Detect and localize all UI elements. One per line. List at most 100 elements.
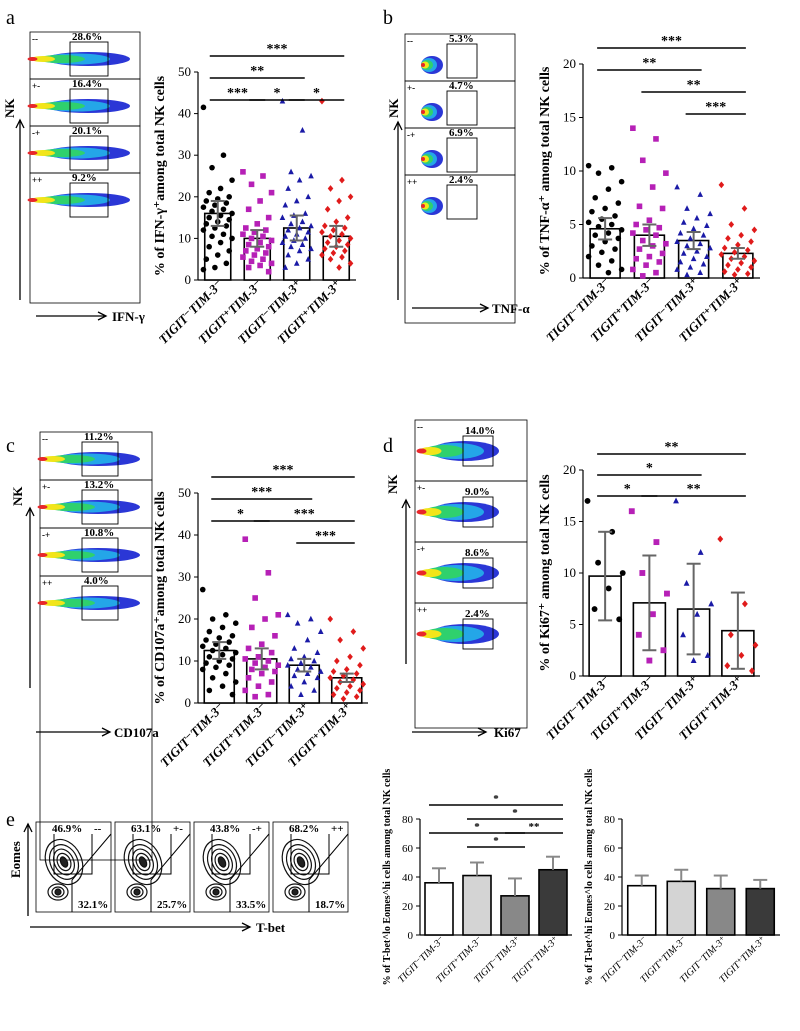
- data-point: [324, 239, 331, 246]
- data-point: [251, 229, 258, 235]
- data-point: [252, 660, 258, 666]
- data-point: [618, 178, 625, 185]
- data-point: [350, 628, 357, 635]
- data-point: [249, 624, 255, 631]
- contour-line: [285, 844, 317, 880]
- contour-line: [138, 856, 148, 868]
- data-point: [268, 649, 275, 656]
- significance-marker: **: [642, 56, 656, 71]
- data-point: [242, 536, 249, 542]
- data-point: [680, 631, 686, 638]
- data-point: [744, 270, 751, 278]
- data-point: [232, 620, 239, 626]
- bar: [745, 887, 776, 936]
- data-point: [229, 210, 235, 217]
- data-point: [243, 225, 249, 231]
- flow-gate: [81, 585, 119, 621]
- significance-marker: *: [512, 807, 518, 819]
- y-tick-label: 30: [178, 569, 191, 584]
- gate-lower: [229, 833, 270, 912]
- y-tick-label: 40: [604, 872, 616, 884]
- significance-marker: ***: [251, 485, 272, 500]
- data-point: [336, 264, 342, 271]
- flow-gate-percentage: 20.1%: [72, 125, 102, 137]
- flow-gate: [462, 496, 494, 528]
- data-point: [226, 248, 232, 254]
- data-point: [357, 661, 363, 669]
- data-point: [656, 224, 663, 231]
- data-point: [258, 670, 265, 677]
- flow-y-arrowhead: [393, 120, 403, 131]
- data-point: [602, 205, 608, 212]
- panel-label-a: a: [6, 7, 15, 29]
- data-point: [619, 570, 626, 576]
- data-point: [203, 256, 210, 263]
- flow-gate-percentage: 10.8%: [84, 527, 114, 539]
- data-point: [314, 674, 321, 681]
- data-point: [721, 268, 728, 275]
- contour-top-percentage: 68.2%: [289, 823, 319, 835]
- y-tick-label: 0: [570, 270, 577, 285]
- flow-y-label: NK: [386, 98, 401, 118]
- data-point: [302, 235, 309, 241]
- data-point: [200, 266, 207, 273]
- y-tick-label: 10: [178, 230, 191, 245]
- flow-gate-percentage: 13.2%: [84, 479, 114, 491]
- data-point: [342, 224, 348, 232]
- data-point: [694, 214, 700, 221]
- data-point: [305, 193, 311, 200]
- data-point: [684, 242, 690, 249]
- bar: [424, 881, 454, 936]
- data-point: [223, 223, 230, 229]
- data-point: [206, 214, 212, 221]
- contour-line: [212, 888, 220, 896]
- flow-x-label: CD107a: [114, 725, 159, 740]
- contour-bottom-percentage: 25.7%: [157, 899, 187, 911]
- significance-marker: **: [687, 482, 701, 497]
- data-point: [296, 247, 303, 254]
- data-point: [344, 214, 351, 221]
- data-point: [327, 674, 334, 682]
- data-point: [212, 264, 218, 271]
- data-point: [330, 249, 337, 257]
- y-tick-label: 20: [604, 901, 616, 913]
- significance-marker: ***: [227, 86, 248, 101]
- data-point: [305, 255, 311, 262]
- contour-line: [48, 844, 80, 880]
- data-point: [257, 262, 263, 269]
- data-point: [649, 611, 656, 618]
- contour-line: [54, 888, 62, 896]
- flow-x-arrowhead: [479, 303, 490, 313]
- data-point: [653, 269, 659, 276]
- data-point: [725, 235, 731, 242]
- data-point: [697, 549, 704, 555]
- flow-quadrant-label: -+: [32, 128, 40, 138]
- data-point: [585, 162, 592, 169]
- data-point: [327, 255, 334, 263]
- y-axis-label: % of CD107a⁺among total NK cells: [153, 491, 168, 705]
- data-point: [226, 216, 232, 223]
- flow-gate: [81, 537, 119, 573]
- data-point: [206, 628, 213, 635]
- contour-line: [56, 852, 72, 872]
- y-tick-label: 15: [563, 514, 576, 529]
- y-axis-label: % of IFN-γ⁺among total NK cells: [153, 75, 168, 276]
- data-point: [327, 615, 334, 623]
- data-point: [612, 213, 618, 219]
- data-point: [347, 193, 354, 201]
- flow-panel-b: -- 5.3% +- 4.7% -+ 6.9% ++ 2.4% TNF-α NK: [386, 33, 530, 324]
- significance-marker: ***: [315, 529, 336, 544]
- flow-frame: [414, 602, 528, 729]
- data-point: [336, 237, 342, 244]
- significance-marker: *: [624, 482, 631, 497]
- data-point: [674, 238, 680, 244]
- data-point: [741, 205, 748, 212]
- flow-d-3-density-4: [416, 631, 427, 637]
- flow-d-1-density-3: [419, 508, 442, 516]
- data-point: [683, 579, 690, 586]
- flow-gate: [81, 489, 119, 525]
- data-point: [690, 255, 697, 262]
- data-point: [285, 226, 291, 233]
- y-axis-label: % of T-bet^lo Eomes^hi cells among total…: [382, 769, 393, 986]
- data-point: [245, 645, 252, 652]
